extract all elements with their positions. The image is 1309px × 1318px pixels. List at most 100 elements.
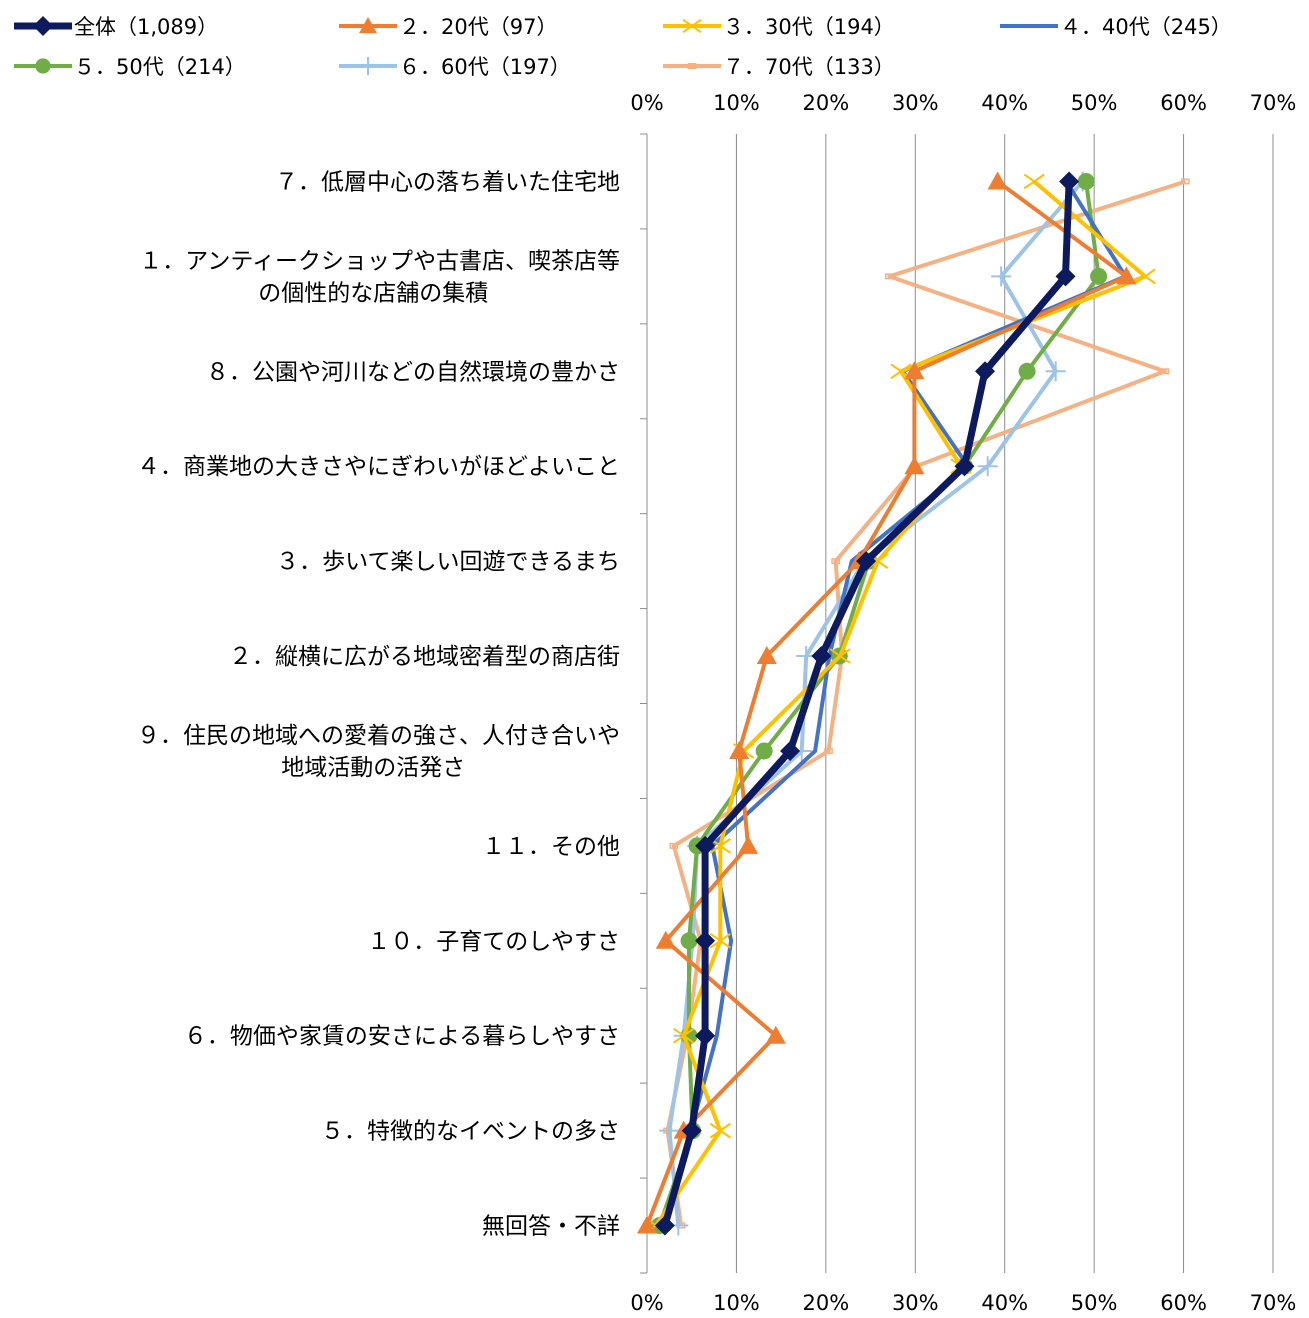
legend-label: ６．60代（197） [399,55,571,79]
legend-item: ２．20代（97） [339,15,557,39]
data-point [359,57,377,75]
data-point [1077,172,1095,190]
x-tick-label-bottom: 20% [803,1291,850,1315]
data-point [637,1215,657,1234]
x-tick-label-bottom: 50% [1071,1291,1118,1315]
data-point [695,1025,716,1046]
data-point [695,930,716,951]
data-point [655,930,676,949]
data-point [904,361,925,380]
data-point [738,835,759,854]
data-point [1160,368,1170,375]
data-point [35,58,51,74]
category-label: １１．その他 [482,834,620,860]
x-tick-label-top: 50% [1071,91,1118,115]
series-5 [651,172,1108,1235]
category-label: １．アンティークショップや古書店、喫茶店等 [139,248,620,274]
category-label: 地域活動の活発さ [281,755,465,781]
category-label: ４．商業地の大きさやにぎわいがほどよいこと [137,454,620,480]
category-label: １０．子育てのしやすさ [367,929,620,955]
category-label: ５．特徴的なイベントの多さ [321,1119,620,1145]
x-tick-label-bottom: 60% [1160,1291,1207,1315]
x-tick-label-bottom: 40% [981,1291,1028,1315]
series-2 [637,171,1137,1234]
data-point [904,456,925,475]
data-point [1181,178,1190,185]
chart-grid [735,134,1274,1273]
data-point [359,17,377,34]
data-point [756,646,777,665]
chart-legend: 全体（1,089） ２．20代（97） ３．30代（194） ４．40代（245） ５．… [14,15,1232,79]
data-point [709,932,731,949]
x-tick-label-bottom: 30% [892,1291,939,1315]
data-point [1045,361,1066,382]
series-line [661,181,1073,1227]
data-point [1055,266,1076,287]
series-3 [645,173,1156,1234]
data-point [729,740,750,759]
x-tick-label-top: 60% [1160,91,1207,115]
series-4 [662,180,1128,1227]
data-point [673,1027,695,1044]
data-point [1090,267,1108,285]
category-label: ８．公園や河川などの自然環境の豊かさ [206,359,620,385]
legend-label: ５．50代（214） [74,55,246,79]
data-point [975,361,996,382]
legend-label: ２．20代（97） [399,15,557,39]
y-axis: ７．低層中心の落ち着いた住宅地 １．アンティークショップや古書店、喫茶店等の個性的… [137,133,648,1274]
data-point [681,1120,702,1141]
data-point [1018,362,1036,380]
data-point [765,1025,786,1044]
legend-label: ３．30代（194） [723,15,895,39]
data-point [669,842,679,849]
x-tick-label-top: 30% [892,91,939,115]
series-line [657,181,1101,1227]
x-axis-bottom: 0% 10% 20% 30% 40% 50% 60% 70% [630,1291,1296,1315]
x-axis-top: 0% 10% 20% 30% 40% 50% 60% 70% [630,91,1296,115]
data-point [829,648,851,664]
data-point [687,63,697,69]
legend-label: ７．70代（133） [723,55,895,79]
data-point [709,1122,731,1139]
legend-label: 全体（1,089） [74,15,218,39]
category-label: 無回答・不詳 [482,1214,620,1240]
legend-item: ３．30代（194） [663,15,895,39]
data-point [991,266,1012,287]
data-point [695,835,716,856]
data-point [1116,266,1137,285]
category-label: ２．縦横に広がる地域密着型の商店街 [229,644,620,670]
x-tick-label-bottom: 10% [713,1291,760,1315]
legend-item: 全体（1,089） [14,15,218,39]
data-point [654,1215,675,1236]
data-point [680,932,698,950]
x-tick-label-top: 70% [1250,91,1297,115]
data-point [1023,173,1045,190]
category-label: ３．歩いて楽しい回遊できるまち [276,549,620,575]
data-point [1134,268,1156,285]
legend-label: ４．40代（245） [1060,15,1232,39]
legend-item: ７．70代（133） [663,55,895,79]
series-1 [654,171,1080,1236]
series-line [645,179,1129,1227]
category-label: ６．物価や家賃の安さによる暮らしやすさ [184,1024,620,1050]
legend-item: ５．50代（214） [14,55,246,79]
data-point [659,1120,680,1141]
data-point [682,18,702,34]
x-tick-label-top: 40% [981,91,1028,115]
x-tick-label-top: 20% [803,91,850,115]
data-point [780,740,801,761]
series-6 [659,171,1093,1236]
x-tick-label-bottom: 70% [1250,1291,1297,1315]
legend-item: ６．60代（197） [339,55,571,79]
data-point [1059,171,1080,192]
data-point [811,646,832,667]
x-tick-label-top: 10% [713,91,760,115]
legend-item: ４．40代（245） [1000,15,1232,39]
x-tick-label-bottom: 0% [630,1291,663,1315]
data-point [954,456,975,477]
series-line [667,180,1085,1226]
category-label: ９．住民の地域への愛着の強さ、人付き合いや [137,723,620,749]
data-point [831,558,841,565]
data-point [33,16,53,36]
